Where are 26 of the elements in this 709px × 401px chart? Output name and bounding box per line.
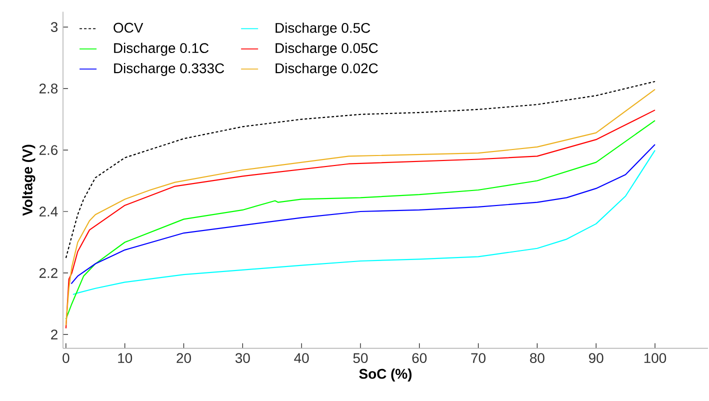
y-tick-label: 2.8 bbox=[39, 84, 58, 94]
x-axis-title: SoC (%) bbox=[359, 368, 412, 382]
x-tick-label: 100 bbox=[644, 353, 666, 364]
y-tick-label: 2.6 bbox=[39, 145, 58, 155]
x-tick-label: 70 bbox=[471, 353, 486, 364]
legend-label: Discharge 0.05C bbox=[276, 42, 378, 56]
x-tick-label: 30 bbox=[235, 353, 250, 364]
y-tick-label: 2.2 bbox=[39, 268, 58, 278]
x-tick-label: 40 bbox=[294, 353, 309, 364]
x-tick-label: 60 bbox=[412, 353, 427, 364]
y-axis-title: Voltage (V) bbox=[22, 144, 36, 216]
y-tick-label: 2 bbox=[51, 330, 58, 340]
x-tick-label: 50 bbox=[353, 353, 368, 364]
x-tick-label: 20 bbox=[176, 353, 191, 364]
x-tick-label: 80 bbox=[530, 353, 544, 364]
x-tick-label: 10 bbox=[118, 353, 132, 364]
legend-label: Discharge 0.1C bbox=[114, 42, 209, 56]
legend-label: Discharge 0.5C bbox=[276, 22, 370, 36]
legend-label: Discharge 0.02C bbox=[276, 62, 378, 76]
legend-label: OCV bbox=[114, 22, 144, 33]
x-tick-label: 90 bbox=[588, 353, 604, 364]
x-tick-label: 0 bbox=[62, 353, 70, 364]
y-tick-label: 3 bbox=[50, 22, 58, 32]
legend-label: Discharge 0.333C bbox=[114, 62, 224, 76]
line-series bbox=[65, 80, 656, 258]
y-tick-label: 2.4 bbox=[39, 206, 58, 216]
